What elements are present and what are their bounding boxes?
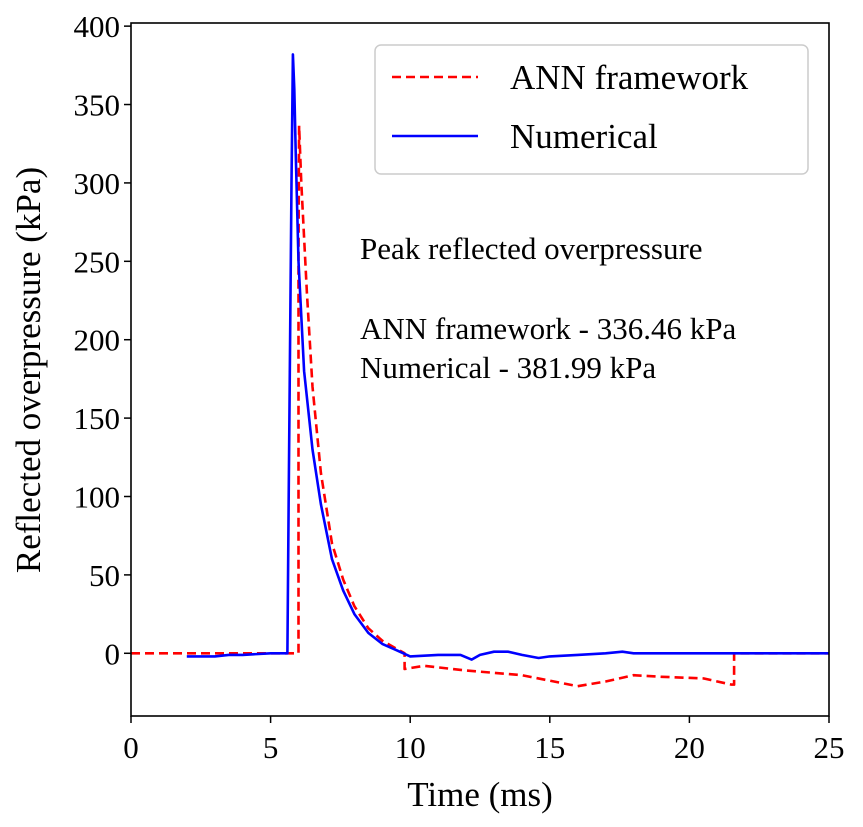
y-tick-label: 250 — [74, 244, 121, 279]
legend-label-numerical: Numerical — [510, 117, 658, 156]
y-axis-ticks: 0 50 100 150 200 250 300 350 400 — [74, 9, 131, 671]
x-tick-label: 25 — [814, 730, 845, 765]
series-line-ann-framework — [131, 124, 829, 688]
x-tick-label: 10 — [395, 730, 426, 765]
legend-box — [374, 44, 809, 175]
x-tick-label: 0 — [123, 730, 139, 765]
legend-label-ann: ANN framework — [510, 58, 749, 97]
legend: ANN framework Numerical — [374, 44, 809, 175]
x-tick-label: 5 — [263, 730, 279, 765]
y-tick-label: 0 — [105, 636, 121, 671]
series-layer — [131, 53, 829, 688]
y-tick-label: 150 — [74, 401, 121, 436]
annotation-numerical-peak: Numerical - 381.99 kPa — [360, 350, 656, 385]
y-tick-label: 400 — [74, 9, 121, 44]
plot-frame — [130, 22, 830, 717]
y-tick-label: 300 — [74, 166, 121, 201]
x-axis-ticks: 0 5 10 15 20 25 — [123, 716, 845, 765]
y-tick-label: 50 — [89, 558, 120, 593]
x-axis-label: Time (ms) — [407, 775, 553, 814]
series-line-numerical — [186, 53, 829, 661]
y-axis-label: Reflected overpressure (kPa) — [9, 167, 48, 573]
x-tick-label: 20 — [674, 730, 705, 765]
x-tick-label: 15 — [534, 730, 565, 765]
y-tick-label: 350 — [74, 88, 121, 123]
y-tick-label: 100 — [74, 479, 121, 514]
annotation-title: Peak reflected overpressure — [360, 231, 703, 266]
y-tick-label: 200 — [74, 323, 121, 358]
annotation-ann-peak: ANN framework - 336.46 kPa — [360, 311, 736, 346]
